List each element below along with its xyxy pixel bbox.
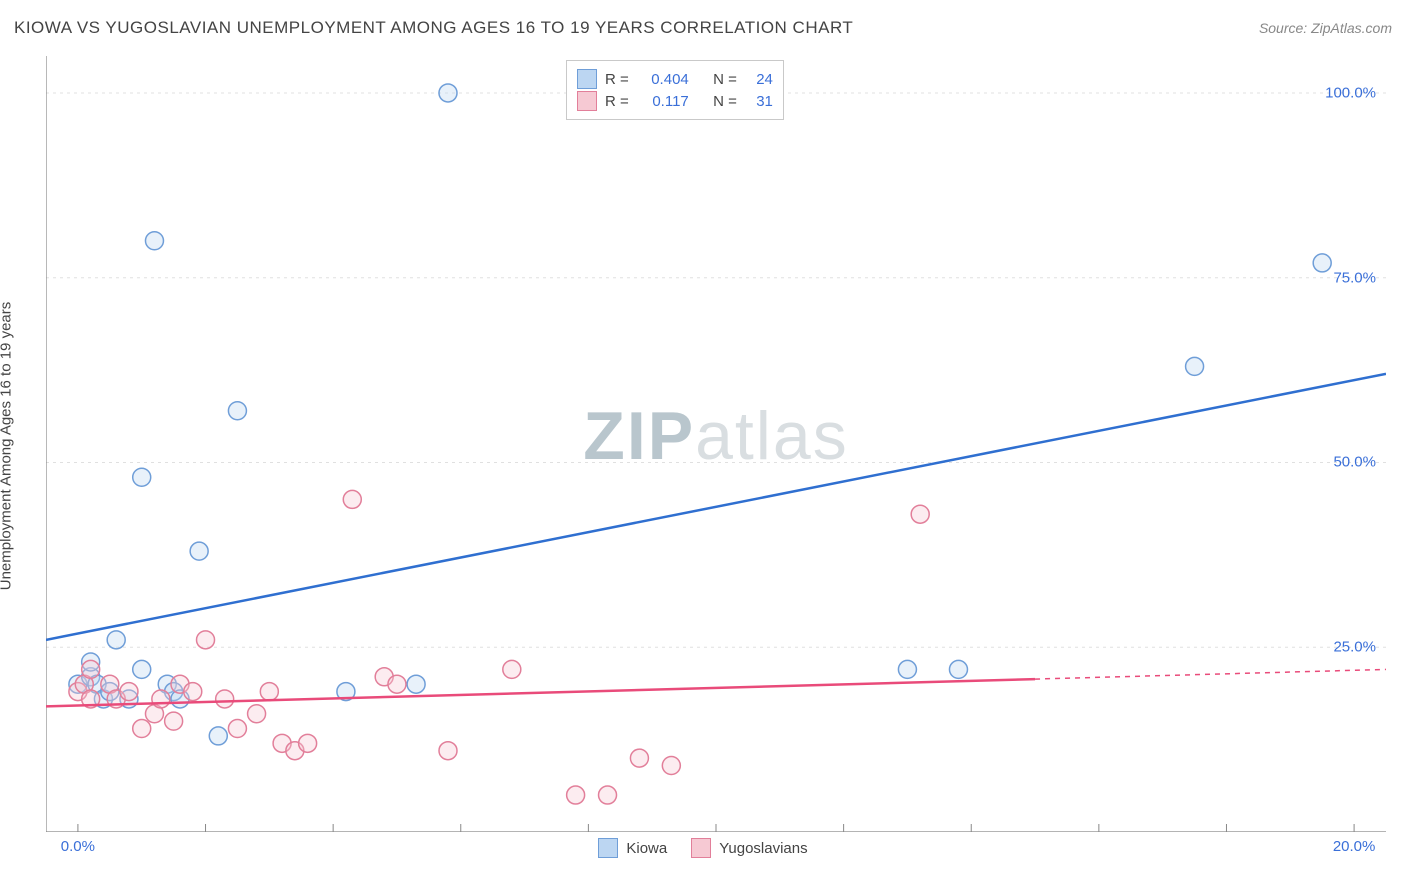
legend-swatch (598, 838, 618, 858)
legend-swatch (577, 91, 597, 111)
stats-legend-row: R =0.404 N =24 (577, 69, 773, 89)
plot-area: ZIPatlas (46, 56, 1386, 832)
y-axis-label: Unemployment Among Ages 16 to 19 years (0, 302, 15, 591)
series-legend-label: Kiowa (626, 840, 667, 857)
series-legend-item: Yugoslavians (691, 838, 807, 858)
stats-legend: R =0.404 N =24R =0.117 N =31 (566, 60, 784, 120)
legend-swatch (691, 838, 711, 858)
chart-title: KIOWA VS YUGOSLAVIAN UNEMPLOYMENT AMONG … (14, 18, 853, 38)
chart-header: KIOWA VS YUGOSLAVIAN UNEMPLOYMENT AMONG … (14, 18, 1392, 38)
series-legend-label: Yugoslavians (719, 840, 807, 857)
source-label: Source: ZipAtlas.com (1259, 20, 1392, 36)
legend-swatch (577, 69, 597, 89)
stats-legend-row: R =0.117 N =31 (577, 91, 773, 111)
series-legend-item: Kiowa (598, 838, 667, 858)
series-legend: Kiowa Yugoslavians (0, 838, 1406, 858)
